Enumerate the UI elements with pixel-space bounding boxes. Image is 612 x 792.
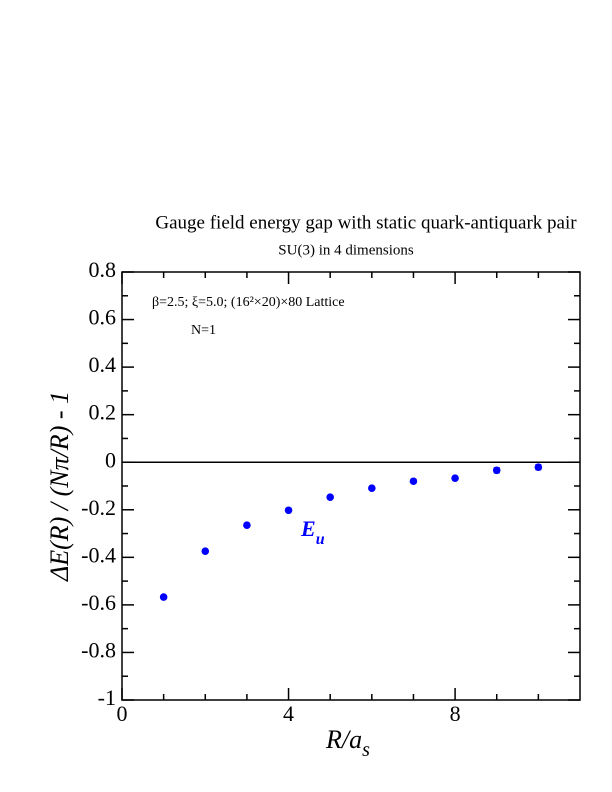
point <box>492 466 501 475</box>
x-tick-label: 4 <box>283 701 294 726</box>
x-axis-label-sub: s <box>362 739 370 761</box>
y-tick-label: 0.8 <box>89 257 117 282</box>
point <box>284 506 293 515</box>
x-axis-label-main: R/a <box>325 725 362 754</box>
y-tick-label: -0.2 <box>81 495 116 520</box>
x-tick-label: 0 <box>117 701 128 726</box>
series-label-main: E <box>300 516 316 541</box>
point <box>368 484 376 492</box>
point <box>326 493 334 501</box>
y-axis-label: ΔE(R) / (Nπ/R) - 1 <box>45 391 74 582</box>
y-tick-label: -0.8 <box>81 637 116 662</box>
x-tick-label: 8 <box>450 701 461 726</box>
y-tick-label: -0.4 <box>81 542 116 567</box>
y-tick-label: 0.4 <box>89 352 117 377</box>
point <box>451 474 459 482</box>
x-axis-label: R/as <box>325 725 370 761</box>
annotation: N=1 <box>191 323 216 338</box>
y-tick-label: 0.6 <box>89 305 117 330</box>
point <box>159 593 168 601</box>
series-label: Eu <box>300 516 325 548</box>
point <box>409 477 418 486</box>
y-tick-label: 0.2 <box>89 400 117 425</box>
series-label-sub: u <box>316 531 325 548</box>
y-tick-label: 0 <box>105 447 116 472</box>
y-tick-label: -0.6 <box>81 590 116 615</box>
point <box>201 547 210 555</box>
y-tick-label: -1 <box>98 685 116 710</box>
annotation: β=2.5; ξ=5.0; (16²×20)×80 Lattice <box>152 295 345 310</box>
point <box>243 521 251 530</box>
chart-subtitle: SU(3) in 4 dimensions <box>278 242 414 258</box>
point <box>534 463 543 472</box>
chart-title: Gauge field energy gap with static quark… <box>155 212 577 233</box>
